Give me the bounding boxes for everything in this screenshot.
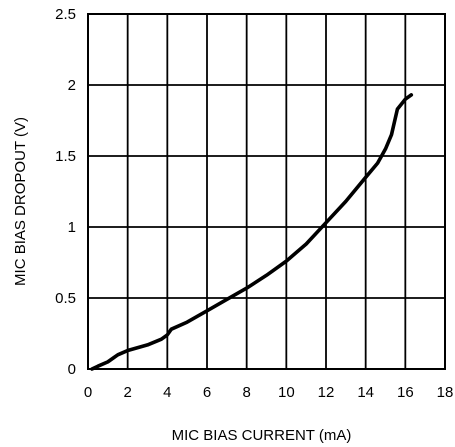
x-tick-label: 4 bbox=[163, 384, 171, 401]
x-tick-label: 12 bbox=[318, 384, 335, 401]
y-tick-label: 0.5 bbox=[55, 290, 76, 307]
x-tick-label: 18 bbox=[437, 384, 454, 401]
x-tick-labels: 0 2 4 6 8 10 12 14 16 18 bbox=[84, 384, 454, 401]
plot-frame bbox=[87, 13, 446, 370]
y-tick-label: 2.5 bbox=[55, 6, 76, 23]
x-tick-label: 14 bbox=[357, 384, 374, 401]
x-tick-label: 0 bbox=[84, 384, 92, 401]
y-tick-label: 2 bbox=[68, 77, 76, 94]
y-tick-label: 1.5 bbox=[55, 148, 76, 165]
x-tick-label: 2 bbox=[123, 384, 131, 401]
y-tick-label: 0 bbox=[68, 361, 76, 378]
x-gridlines bbox=[126, 14, 407, 369]
y-tick-label: 1 bbox=[68, 219, 76, 236]
x-axis-label: MIC BIAS CURRENT (mA) bbox=[172, 427, 352, 444]
y-axis-label: MIC BIAS DROPOUT (V) bbox=[12, 117, 29, 286]
y-gridlines bbox=[88, 84, 445, 299]
x-tick-label: 16 bbox=[397, 384, 414, 401]
x-tick-label: 8 bbox=[242, 384, 250, 401]
x-tick-label: 6 bbox=[203, 384, 211, 401]
x-tick-label: 10 bbox=[278, 384, 295, 401]
y-tick-labels: 0 0.5 1 1.5 2 2.5 bbox=[55, 6, 76, 378]
dropout-curve bbox=[90, 93, 414, 371]
